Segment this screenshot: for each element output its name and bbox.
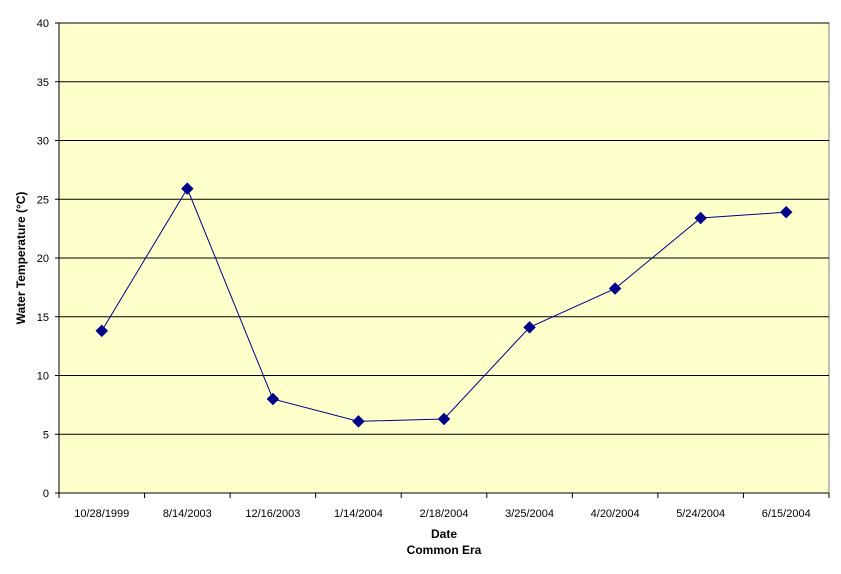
data-point-marker — [352, 414, 365, 428]
x-tick-labels: 10/28/1999 8/14/2003 12/16/2003 1/14/2004 2/… — [74, 508, 810, 520]
y-tick-label: 5 — [43, 429, 49, 441]
data-point-marker — [266, 392, 280, 406]
data-point-marker — [180, 182, 194, 196]
y-tick-label: 35 — [37, 77, 49, 89]
data-point-marker — [779, 205, 793, 219]
data-point-marker — [523, 320, 536, 334]
data-point-marker — [694, 211, 708, 225]
x-tick-label: 8/14/2003 — [163, 508, 212, 520]
axes — [55, 22, 830, 498]
x-tick-label: 2/18/2004 — [420, 508, 469, 520]
x-axis-title: Date — [431, 527, 457, 541]
data-point-marker — [608, 282, 622, 295]
x-tick-label: 3/25/2004 — [505, 508, 554, 520]
series — [95, 182, 793, 428]
x-tick-label: 12/16/2003 — [245, 508, 300, 520]
x-tick-label: 1/14/2004 — [334, 508, 383, 520]
x-tick-label: 10/28/1999 — [74, 508, 129, 520]
y-tick-label: 0 — [43, 488, 49, 500]
data-point-marker — [437, 412, 451, 426]
y-tick-label: 25 — [37, 194, 49, 206]
y-axis-title: Water Temperature (°C) — [14, 192, 28, 325]
x-tick-label: 5/24/2004 — [676, 508, 725, 520]
y-tick-label: 15 — [37, 312, 49, 324]
x-tick-label: 4/20/2004 — [591, 508, 640, 520]
y-tick-label: 40 — [37, 18, 49, 30]
y-tick-label: 20 — [37, 253, 49, 265]
x-axis-subtitle: Common Era — [407, 543, 482, 557]
y-tick-labels: 0 5 10 15 20 25 30 35 40 — [37, 18, 49, 500]
gridlines — [59, 22, 829, 435]
data-point-marker — [95, 324, 109, 338]
y-tick-label: 10 — [37, 371, 49, 383]
y-tick-label: 30 — [37, 136, 49, 148]
x-tick-label: 6/15/2004 — [762, 508, 811, 520]
